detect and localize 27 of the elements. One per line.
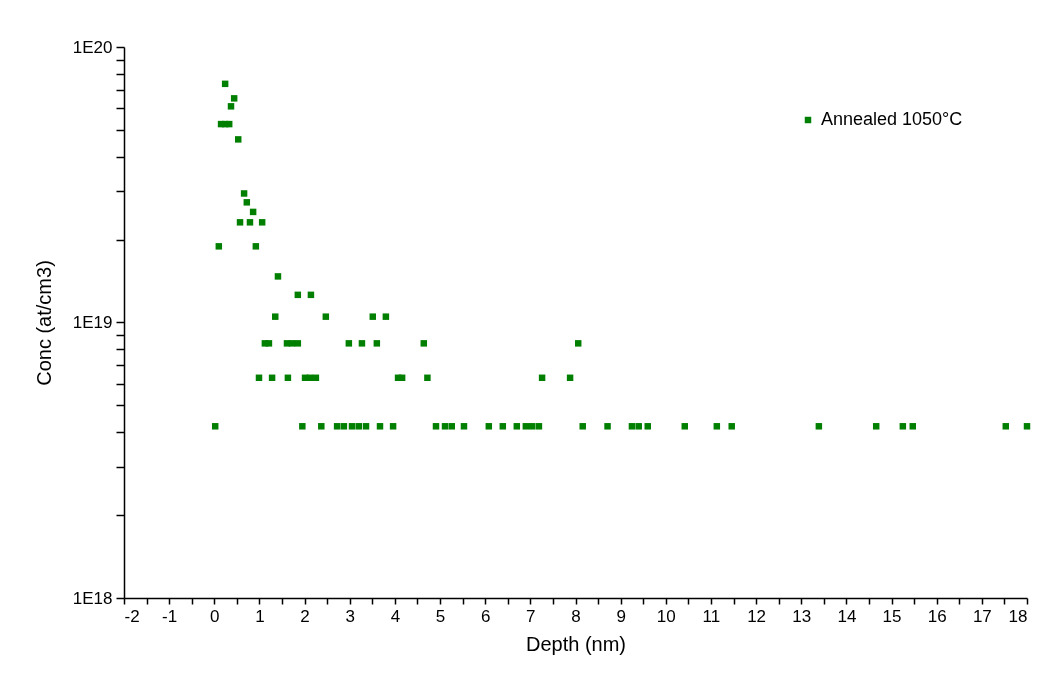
x-tick-label: 7 (526, 606, 536, 626)
x-tick-label: 1 (255, 606, 265, 626)
x-tick-label: 16 (927, 606, 947, 626)
x-tick-label: 4 (390, 606, 401, 626)
x-axis-title: Depth (nm) (525, 632, 627, 655)
x-tick-label: 13 (792, 606, 812, 626)
x-tick-label: 10 (656, 606, 676, 626)
x-tick-label: 12 (747, 606, 767, 626)
x-tick-label: -1 (162, 606, 178, 626)
x-tick-label: 9 (616, 606, 626, 626)
x-tick-label: -2 (124, 606, 140, 626)
x-tick-label: 18 (1008, 606, 1028, 626)
x-tick-label: 15 (882, 606, 902, 626)
y-tick-label: 1E20 (72, 37, 113, 57)
x-tick-label: 2 (300, 606, 310, 626)
x-tick-label: 11 (702, 606, 721, 626)
x-tick-label: 5 (435, 606, 446, 626)
x-tick-label: 0 (210, 606, 220, 626)
x-tick-label: 6 (480, 606, 491, 626)
y-axis-title: Conc (at/cm3) (32, 260, 55, 386)
x-tick-label: 14 (837, 606, 857, 626)
x-tick-label: 17 (972, 606, 992, 626)
legend-label: Annealed 1050°C (821, 109, 963, 129)
y-tick-label: 1E19 (72, 313, 113, 332)
x-tick-label: 3 (345, 606, 355, 626)
x-tick-label: 8 (571, 606, 581, 626)
y-tick-label: 1E18 (72, 588, 113, 608)
